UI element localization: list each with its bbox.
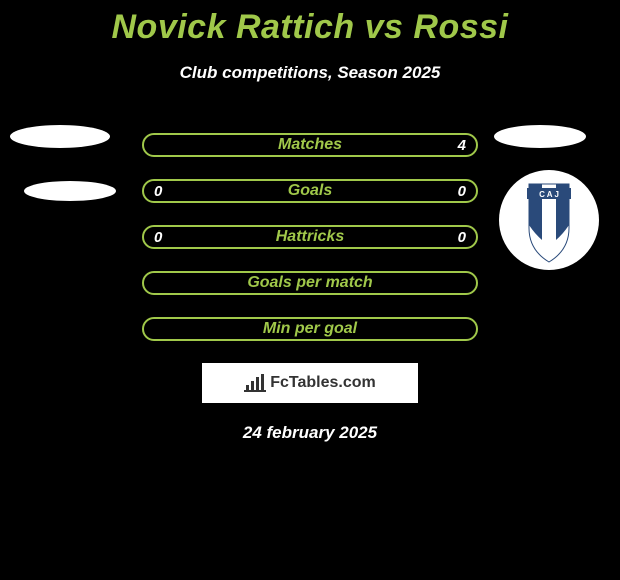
stat-pill: 0 Hattricks 0 <box>142 225 478 249</box>
stat-value-right: 4 <box>458 137 466 154</box>
bar-chart-icon <box>244 374 266 392</box>
stat-value-left: 0 <box>154 183 162 200</box>
stat-row: 0 Hattricks 0 <box>0 225 620 249</box>
stat-pill: Matches 4 <box>142 133 478 157</box>
stat-label: Goals per match <box>247 274 372 292</box>
stat-label: Matches <box>278 136 342 154</box>
stat-value-left: 0 <box>154 229 162 246</box>
stat-value-right: 0 <box>458 183 466 200</box>
stat-label: Min per goal <box>263 320 357 338</box>
watermark-text: FcTables.com <box>270 374 376 392</box>
date-label: 24 february 2025 <box>0 423 620 443</box>
stat-pill: Goals per match <box>142 271 478 295</box>
stat-row: Goals per match <box>0 271 620 295</box>
subtitle: Club competitions, Season 2025 <box>0 63 620 83</box>
watermark-badge: FcTables.com <box>202 363 418 403</box>
stat-row: Min per goal <box>0 317 620 341</box>
page-title: Novick Rattich vs Rossi <box>0 0 620 47</box>
stats-container: Matches 4 0 Goals 0 0 Hattricks 0 Goals … <box>0 133 620 341</box>
stat-label: Hattricks <box>276 228 344 246</box>
stat-pill: Min per goal <box>142 317 478 341</box>
stat-value-right: 0 <box>458 229 466 246</box>
stat-label: Goals <box>288 182 332 200</box>
stat-row: 0 Goals 0 <box>0 179 620 203</box>
stat-row: Matches 4 <box>0 133 620 157</box>
stat-pill: 0 Goals 0 <box>142 179 478 203</box>
